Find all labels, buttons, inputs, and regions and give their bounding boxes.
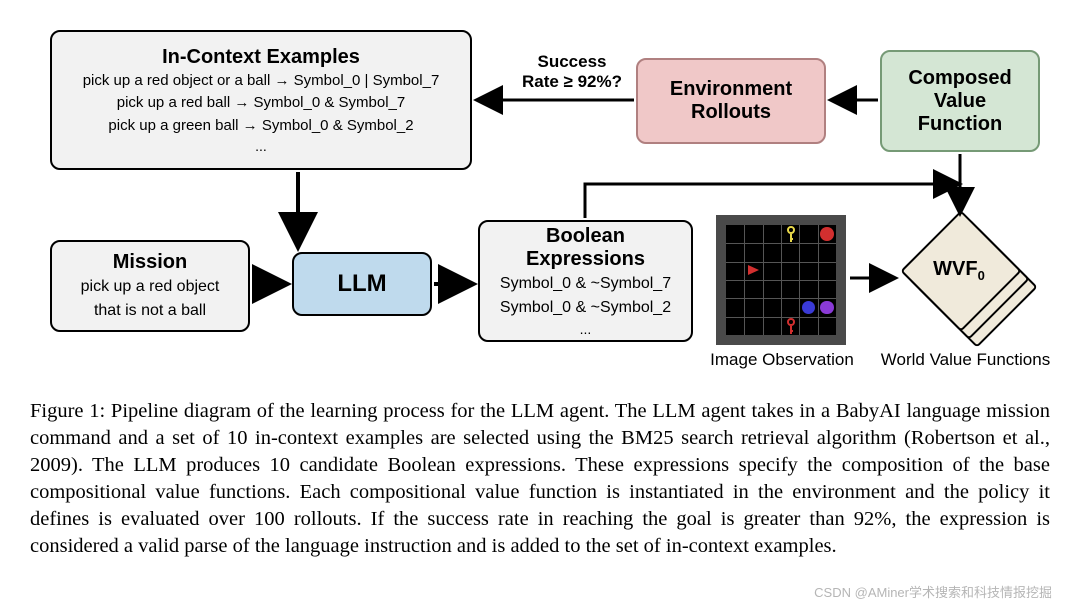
mission-line-1: that is not a ball bbox=[94, 300, 206, 322]
mission-title: Mission bbox=[113, 251, 187, 274]
image-observation-grid bbox=[716, 215, 846, 345]
grid-inner bbox=[726, 225, 836, 335]
grid-circle-icon bbox=[802, 301, 816, 315]
grid-line-v bbox=[799, 225, 800, 335]
env-title-2: Rollouts bbox=[691, 101, 771, 124]
ctx-line-0: pick up a red object or a ball → Symbol_… bbox=[83, 71, 440, 91]
grid-key-icon bbox=[787, 318, 795, 331]
llm-title: LLM bbox=[337, 270, 386, 298]
wvf-sub: 0 bbox=[978, 268, 985, 283]
ctx-title: In-Context Examples bbox=[162, 46, 360, 69]
ctx-line-1: pick up a red ball → Symbol_0 & Symbol_7 bbox=[117, 93, 405, 113]
grid-circle-icon bbox=[820, 301, 834, 315]
bool-title-2: Expressions bbox=[526, 248, 645, 271]
wvf-label: WVF0 bbox=[914, 258, 1004, 283]
bool-line-0: Symbol_0 & ~Symbol_7 bbox=[500, 273, 671, 295]
grid-line-v bbox=[818, 225, 819, 335]
image-observation-caption: Image Observation bbox=[702, 350, 862, 370]
grid-circle-icon bbox=[820, 227, 834, 241]
cvf-title-3: Function bbox=[918, 113, 1002, 136]
grid-line-h bbox=[726, 298, 836, 299]
grid-line-v bbox=[781, 225, 782, 335]
mission-line-0: pick up a red object bbox=[81, 276, 220, 298]
cvf-title-1: Composed bbox=[908, 67, 1011, 90]
boolean-expressions-box: Boolean Expressions Symbol_0 & ~Symbol_7… bbox=[478, 220, 693, 342]
grid-triangle-icon bbox=[748, 265, 759, 275]
grid-line-h bbox=[726, 317, 836, 318]
success-rate-label: Success Rate ≥ 92%? bbox=[512, 52, 632, 93]
cvf-title-2: Value bbox=[934, 90, 986, 113]
mission-box: Mission pick up a red object that is not… bbox=[50, 240, 250, 332]
bool-title-1: Boolean bbox=[546, 225, 625, 248]
grid-key-icon bbox=[787, 226, 795, 239]
ctx-ellipsis: ... bbox=[255, 138, 267, 154]
environment-rollouts-box: Environment Rollouts bbox=[636, 58, 826, 144]
watermark: CSDN @AMiner学术搜索和科技情报挖掘 bbox=[814, 582, 1052, 601]
success-line-2: Rate ≥ 92%? bbox=[512, 72, 632, 92]
success-line-1: Success bbox=[512, 52, 632, 72]
pipeline-diagram: In-Context Examples pick up a red object… bbox=[30, 20, 1050, 380]
ctx-line-2: pick up a green ball → Symbol_0 & Symbol… bbox=[108, 116, 413, 136]
wvf-caption: World Value Functions bbox=[868, 350, 1063, 370]
in-context-examples-box: In-Context Examples pick up a red object… bbox=[50, 30, 472, 170]
env-title-1: Environment bbox=[670, 78, 792, 101]
wvf-label-text: WVF bbox=[933, 258, 977, 280]
bool-ellipsis: ... bbox=[580, 321, 592, 337]
llm-box: LLM bbox=[292, 252, 432, 316]
figure-caption: Figure 1: Pipeline diagram of the learni… bbox=[30, 398, 1050, 560]
composed-value-function-box: Composed Value Function bbox=[880, 50, 1040, 152]
wvf-stack: WVF0 bbox=[900, 218, 1040, 343]
bool-line-1: Symbol_0 & ~Symbol_2 bbox=[500, 297, 671, 319]
